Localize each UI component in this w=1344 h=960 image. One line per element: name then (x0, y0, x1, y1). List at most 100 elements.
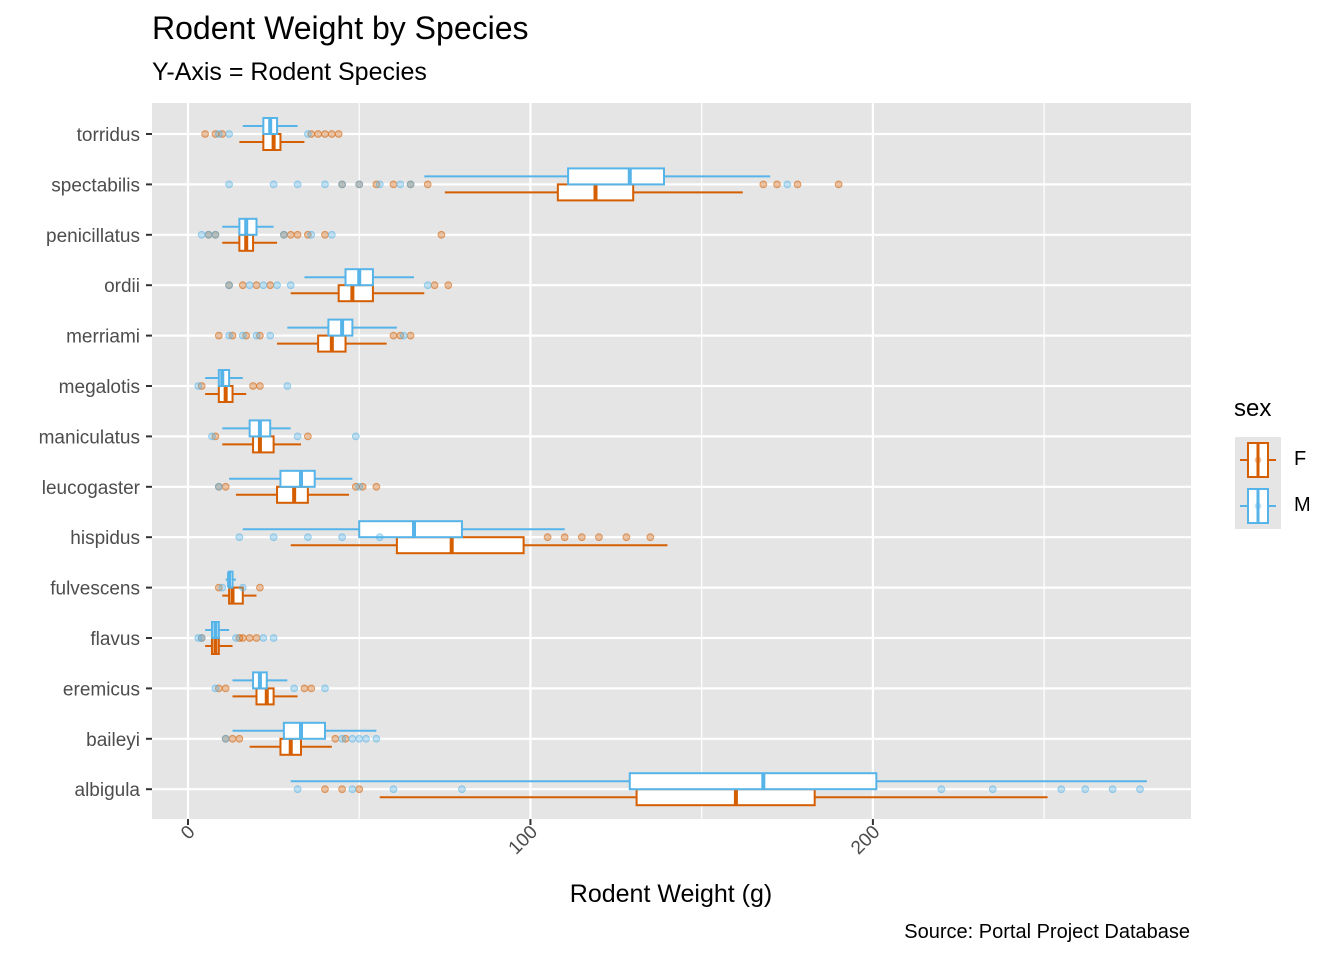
point-box-m-hispidus (338, 533, 347, 542)
point-box-m-spectabilis (338, 180, 347, 189)
point-box-m-ordii (286, 281, 295, 290)
point-box-f-baileyi (331, 734, 340, 743)
point-box-m-torridus (225, 130, 233, 138)
point-box-f-ordii (238, 281, 247, 290)
point-box-f-penicillatus (321, 230, 329, 239)
point-box-f-spectabilis (423, 180, 432, 189)
point-box-m-hispidus (303, 533, 312, 542)
point-box-m-albigula (389, 785, 398, 794)
point-box-m-spectabilis (225, 180, 233, 189)
point-box-m-spectabilis (375, 180, 384, 189)
point-box-f-leucogaster (372, 482, 381, 491)
point-box-m-merriami (238, 331, 247, 340)
point-box-f-eremicus (300, 684, 309, 693)
point-box-m-eremicus (290, 684, 299, 693)
point-box-m-merriami (252, 331, 261, 340)
legend-key-m-point (1254, 502, 1262, 510)
y-tick-label: baileyi (86, 730, 140, 751)
point-box-f-eremicus (307, 684, 316, 693)
y-tick-label: fulvescens (50, 579, 140, 600)
plot-panel (152, 103, 1191, 819)
point-box-f-hispidus (595, 533, 603, 542)
point-box-m-maniculatus (351, 432, 360, 441)
point-box-f-penicillatus (437, 230, 446, 239)
legend-keys (1235, 437, 1281, 529)
point-box-m-flavus (197, 634, 206, 642)
point-box-m-leucogaster (214, 482, 223, 491)
point-box-f-maniculatus (303, 432, 312, 441)
point-box-m-spectabilis (783, 180, 792, 189)
point-box-m-leucogaster (355, 482, 364, 491)
point-box-m-megalotis (283, 382, 292, 390)
point-box-m-penicillatus (279, 230, 288, 239)
x-tick-label: 200 (847, 822, 884, 859)
point-box-f-albigula (355, 785, 364, 794)
point-box-f-flavus (252, 634, 261, 642)
point-box-m-eremicus (321, 684, 329, 693)
point-box-m-penicillatus (197, 230, 206, 239)
point-box-m-baileyi (362, 734, 370, 743)
point-box-f-merriami (214, 331, 223, 340)
point-box-f-merriami (389, 331, 398, 340)
point-box-f-penicillatus (293, 230, 302, 239)
point-box-f-hispidus (646, 533, 655, 542)
x-axis-title: Rodent Weight (g) (570, 880, 772, 908)
point-box-m-ordii (245, 281, 254, 290)
point-box-m-albigula (1057, 785, 1066, 794)
point-box-m-spectabilis (396, 180, 405, 189)
point-box-m-maniculatus (293, 432, 302, 441)
point-box-f-albigula (338, 785, 347, 794)
y-tick-label: hispidus (70, 528, 140, 549)
point-box-f-ordii (252, 281, 261, 290)
point-box-f-ordii (444, 281, 453, 290)
box-m-albigula (628, 772, 878, 791)
legend-title: sex (1234, 395, 1272, 422)
point-box-m-albigula (348, 785, 357, 794)
x-tick-label: 100 (505, 822, 542, 859)
point-box-f-hispidus (560, 533, 569, 542)
point-box-f-fulvescens (256, 583, 264, 592)
point-box-f-baileyi (228, 734, 237, 743)
point-box-m-torridus (214, 130, 223, 138)
point-box-m-flavus (232, 634, 240, 642)
point-box-f-megalotis (256, 382, 264, 390)
point-box-m-hispidus (235, 533, 244, 542)
grid-minor (358, 103, 1045, 819)
point-box-m-spectabilis (321, 180, 329, 189)
point-box-f-ordii (430, 281, 439, 290)
box-m-hispidus (358, 520, 463, 539)
box-f-maniculatus (252, 435, 275, 454)
y-tick-label: merriami (66, 327, 140, 348)
point-box-m-ordii (259, 281, 268, 290)
point-box-m-ordii (423, 281, 432, 290)
y-tick-label: albigula (75, 780, 141, 801)
point-box-f-torridus (321, 130, 329, 138)
point-box-f-hispidus (577, 533, 586, 542)
point-box-m-eremicus (211, 684, 220, 693)
point-box-m-megalotis (194, 382, 203, 390)
point-box-m-albigula (1081, 785, 1090, 794)
point-box-m-fulvescens (218, 583, 227, 592)
legend-label-f: F (1294, 448, 1307, 470)
point-box-m-albigula (1108, 785, 1117, 794)
point-box-f-leucogaster (221, 482, 230, 491)
point-box-m-albigula (1136, 785, 1144, 794)
point-box-m-spectabilis (355, 180, 364, 189)
box-m-spectabilis (567, 167, 666, 186)
point-box-m-maniculatus (208, 432, 216, 441)
point-box-f-flavus (238, 634, 247, 642)
point-box-f-eremicus (221, 684, 230, 693)
box-f-albigula (635, 788, 816, 807)
point-box-m-torridus (303, 130, 312, 138)
point-box-m-fulvescens (238, 583, 247, 592)
point-box-f-baileyi (235, 734, 244, 743)
box-m-leucogaster (279, 469, 316, 488)
box-f-hispidus (395, 536, 525, 555)
point-box-f-torridus (327, 130, 336, 138)
point-box-m-baileyi (348, 734, 357, 743)
point-box-m-baileyi (372, 734, 381, 743)
y-tick-label: leucogaster (42, 478, 141, 499)
point-box-m-penicillatus (211, 230, 220, 239)
chart-caption: Source: Portal Project Database (904, 921, 1190, 943)
point-box-m-baileyi (221, 734, 230, 743)
